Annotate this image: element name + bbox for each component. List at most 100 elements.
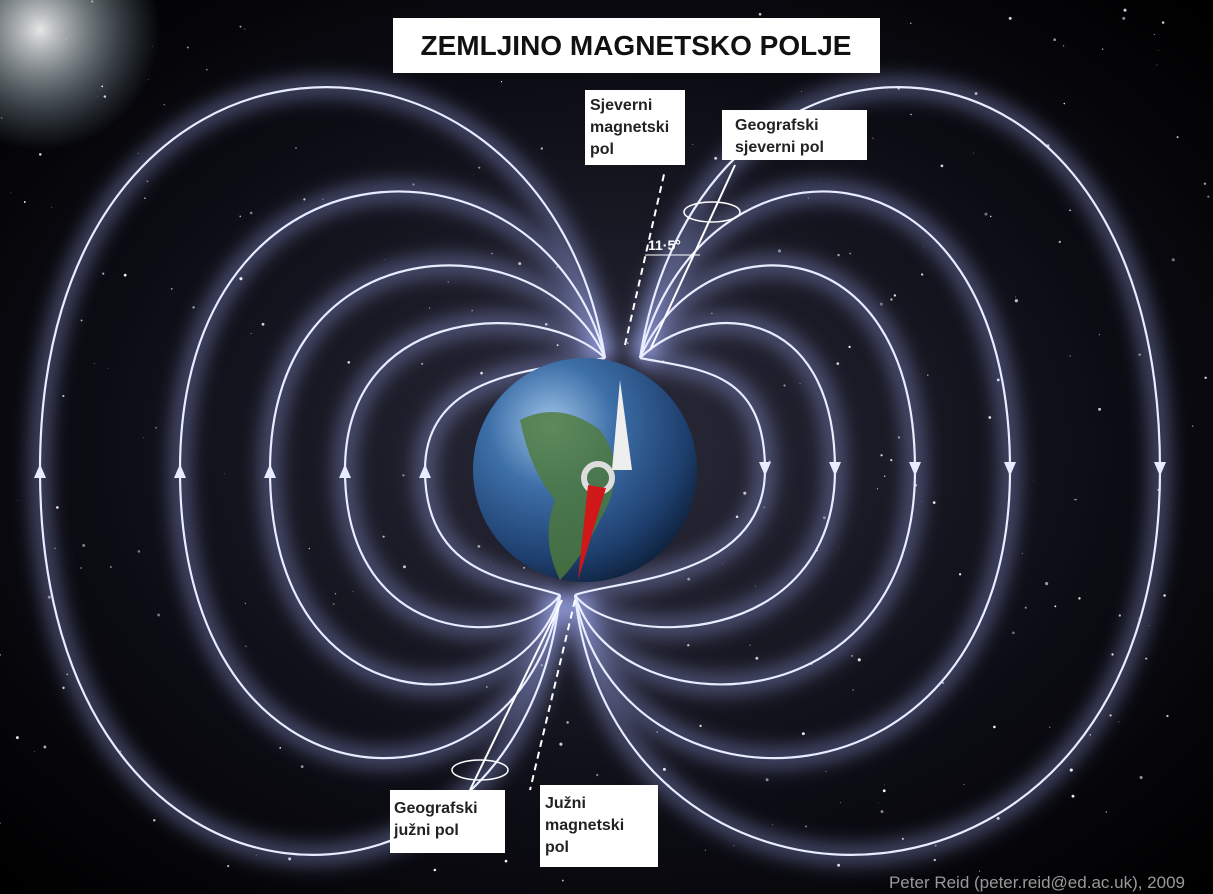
star <box>958 573 962 576</box>
needle-south <box>578 485 606 580</box>
star <box>1145 657 1148 660</box>
star <box>1123 8 1127 12</box>
star <box>421 362 424 365</box>
star <box>0 822 1 824</box>
star <box>836 362 840 365</box>
star <box>772 824 773 825</box>
star <box>765 778 769 782</box>
star <box>1024 606 1027 609</box>
star <box>596 773 599 777</box>
star <box>15 736 19 740</box>
star <box>699 724 702 727</box>
star <box>755 656 759 660</box>
star <box>804 825 807 828</box>
star <box>1118 721 1120 723</box>
star <box>144 197 146 199</box>
star <box>163 103 166 106</box>
star <box>1207 195 1210 198</box>
star <box>1053 38 1056 42</box>
star <box>244 28 246 30</box>
star <box>1014 296 1016 298</box>
star <box>1058 240 1061 244</box>
star <box>783 384 786 387</box>
star <box>56 506 59 509</box>
star <box>1012 631 1015 635</box>
star <box>500 81 503 83</box>
star <box>227 865 230 868</box>
star <box>837 253 840 257</box>
star <box>849 252 852 255</box>
star <box>51 206 53 208</box>
star <box>848 345 851 348</box>
star <box>137 152 139 154</box>
star <box>910 113 912 116</box>
star <box>851 654 854 657</box>
star <box>433 868 437 872</box>
star <box>93 363 95 365</box>
star <box>1163 594 1166 597</box>
star <box>471 309 473 312</box>
star <box>137 550 141 553</box>
label-line: sjeverni pol <box>735 139 824 156</box>
star <box>66 39 68 41</box>
star <box>1049 726 1051 728</box>
star <box>170 287 173 290</box>
star <box>352 591 354 593</box>
star <box>123 273 127 277</box>
star <box>714 156 718 160</box>
star <box>1014 299 1018 303</box>
star <box>799 383 801 385</box>
star <box>910 22 912 24</box>
star <box>857 658 861 662</box>
label: Južni magnetski pol <box>545 795 624 856</box>
star <box>704 849 707 851</box>
star <box>239 25 242 28</box>
star <box>62 394 65 397</box>
star <box>155 426 158 429</box>
star <box>1156 64 1158 66</box>
star <box>250 333 252 335</box>
star <box>626 342 629 345</box>
star <box>566 721 569 724</box>
star <box>561 879 564 882</box>
label-box <box>540 785 658 867</box>
star <box>478 166 481 169</box>
star <box>963 784 965 785</box>
star <box>477 544 481 548</box>
star <box>755 585 756 587</box>
field-arrow <box>419 464 431 478</box>
star <box>43 745 47 749</box>
star <box>107 367 109 369</box>
label-line: Geografski <box>735 117 819 134</box>
magnetic-axis-top <box>624 169 666 346</box>
star <box>303 198 306 201</box>
star <box>102 272 105 275</box>
star <box>993 725 996 729</box>
star <box>96 96 98 98</box>
star <box>23 201 26 203</box>
sun-glow <box>0 0 160 150</box>
star <box>244 602 246 604</box>
continent <box>520 412 615 580</box>
star <box>1021 553 1023 555</box>
star <box>1073 499 1075 501</box>
star <box>1118 614 1121 617</box>
star <box>80 319 83 322</box>
star <box>722 562 724 564</box>
star <box>1139 776 1143 780</box>
star <box>932 501 936 505</box>
star <box>890 459 893 462</box>
star <box>692 143 694 145</box>
star <box>973 152 975 154</box>
star <box>80 567 82 569</box>
star <box>486 686 488 688</box>
star <box>1069 209 1071 212</box>
rotation-top <box>683 201 741 223</box>
star <box>1098 333 1101 336</box>
star <box>110 566 112 568</box>
star <box>300 765 304 769</box>
star <box>988 416 992 419</box>
star <box>819 179 821 180</box>
star <box>98 88 100 90</box>
star <box>261 322 265 326</box>
